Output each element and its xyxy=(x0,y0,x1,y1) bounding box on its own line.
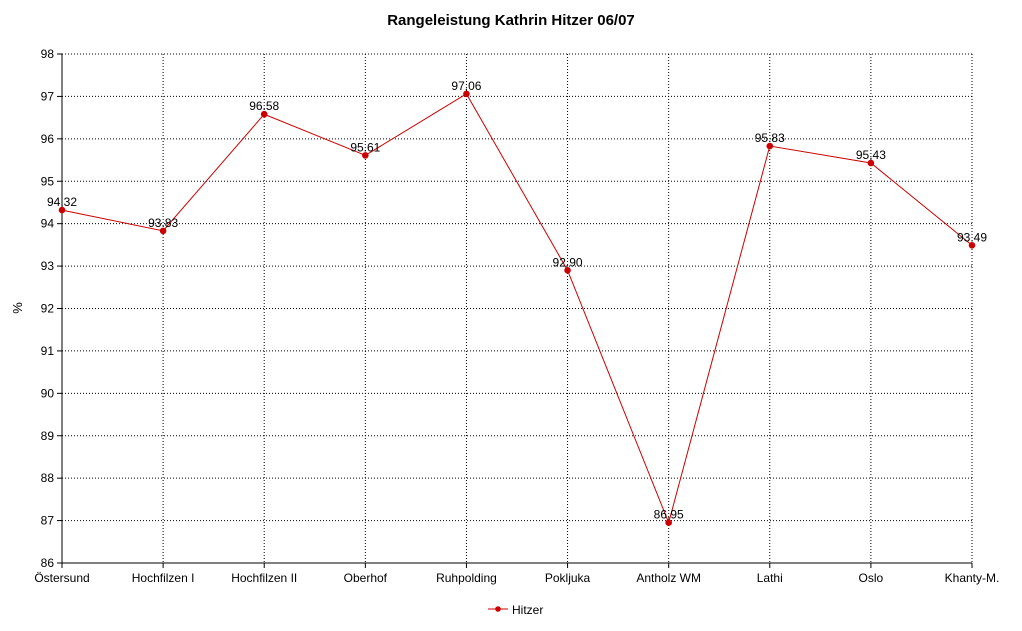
data-point xyxy=(362,152,369,159)
x-tick-label: Östersund xyxy=(34,571,89,585)
y-tick-label: 93 xyxy=(41,259,55,273)
x-tick-label: Ruhpolding xyxy=(436,571,497,585)
axes xyxy=(57,53,973,568)
data-label: 93.83 xyxy=(148,216,178,230)
data-label: 93.49 xyxy=(957,230,987,244)
data-point xyxy=(159,227,167,235)
y-tick-label: 88 xyxy=(41,471,55,485)
data-label: 97.06 xyxy=(451,79,481,93)
x-tick-label: Oslo xyxy=(859,571,884,585)
x-tick-labels: Östersund Hochfilzen I Hochfilzen II Oberho… xyxy=(34,571,999,585)
data-point xyxy=(58,206,66,214)
grid xyxy=(62,53,973,563)
data-point xyxy=(260,110,268,118)
y-tick-label: 94 xyxy=(41,217,55,231)
data-label: 95.83 xyxy=(755,131,785,145)
y-tick-label: 91 xyxy=(41,344,55,358)
x-tick-label: Lathi xyxy=(757,571,783,585)
y-tick-label: 87 xyxy=(41,514,55,528)
y-tick-label: 86 xyxy=(41,556,55,570)
chart-title: Rangeleistung Kathrin Hitzer 06/07 xyxy=(387,12,635,29)
data-point xyxy=(665,519,672,527)
data-label: 95.43 xyxy=(856,148,886,162)
data-point xyxy=(564,267,571,274)
data-label: 86.95 xyxy=(654,508,684,522)
y-tick-label: 95 xyxy=(41,174,55,188)
y-tick-label: 98 xyxy=(41,47,55,61)
x-tick-label: Hochfilzen I xyxy=(132,571,195,585)
x-tick-label: Oberhof xyxy=(344,571,388,585)
y-axis-label: % xyxy=(10,302,25,314)
y-tick-label: 92 xyxy=(41,302,55,316)
x-tick-label: Khanty-M. xyxy=(945,571,1000,585)
data-point xyxy=(867,159,875,167)
x-tick-label: Pokljuka xyxy=(545,571,591,585)
legend-marker xyxy=(495,606,501,612)
data-label: 96.58 xyxy=(249,99,279,113)
data-point xyxy=(968,241,976,249)
data-label: 92.90 xyxy=(553,255,583,269)
series-line-hitzer xyxy=(61,93,973,525)
x-tick-label: Antholz WM xyxy=(636,571,701,585)
data-point xyxy=(766,142,774,150)
data-labels: 94.32 93.83 96.58 95.61 97.06 92.90 86.95 95.83… xyxy=(47,79,987,522)
data-label: 95.61 xyxy=(350,140,380,154)
data-point xyxy=(463,90,470,98)
y-tick-labels: 86 87 88 89 90 91 92 93 94 95 96 97 98 xyxy=(41,47,55,570)
x-tick-label: Hochfilzen II xyxy=(231,571,297,585)
y-tick-label: 96 xyxy=(41,132,55,146)
y-tick-label: 90 xyxy=(41,386,55,400)
legend: Hitzer xyxy=(488,603,543,617)
y-tick-label: 89 xyxy=(41,429,55,443)
series xyxy=(58,90,976,527)
data-label: 94.32 xyxy=(47,195,77,209)
legend-entry-hitzer: Hitzer xyxy=(512,603,543,617)
y-tick-label: 97 xyxy=(41,89,55,103)
